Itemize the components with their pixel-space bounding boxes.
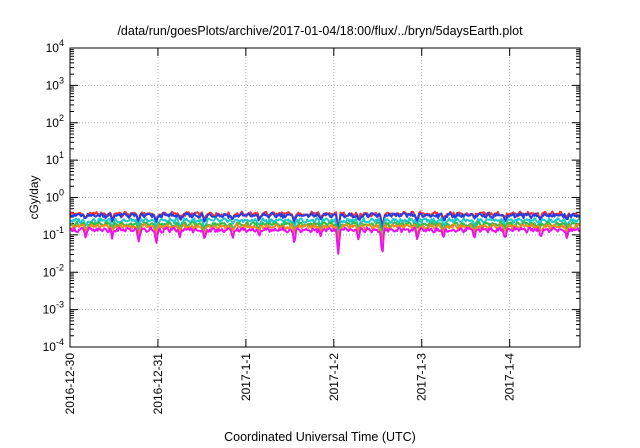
- series-line: [69, 223, 581, 242]
- y-tick-label: 104: [46, 38, 64, 55]
- y-tick-label: 100: [46, 188, 64, 205]
- x-tick-label: 2016-12-30: [63, 353, 77, 415]
- y-tick-label: 10-2: [43, 262, 64, 279]
- series-line: [69, 217, 581, 239]
- y-tick-label: 102: [46, 113, 64, 130]
- series-line: [70, 226, 581, 255]
- y-tick-label: 103: [46, 75, 64, 92]
- x-axis-label: Coordinated Universal Time (UTC): [224, 430, 416, 444]
- x-tick-label: 2017-1-1: [239, 353, 253, 401]
- y-tick-label: 10-1: [43, 225, 64, 242]
- x-tick-label: 2016-12-31: [151, 353, 165, 415]
- y-tick-label: 101: [46, 150, 64, 167]
- chart-title: /data/run/goesPlots/archive/2017-01-04/1…: [117, 24, 523, 38]
- series-line: [69, 211, 580, 234]
- y-axis-label: cGy/day: [27, 175, 41, 219]
- x-tick-label: 2017-1-2: [327, 353, 341, 401]
- y-tick-label: 10-4: [43, 337, 64, 354]
- y-tick-label: 10-3: [43, 300, 64, 317]
- x-tick-label: 2017-1-4: [503, 353, 517, 401]
- plot-frame: [69, 47, 581, 348]
- x-tick-label: 2017-1-3: [415, 353, 429, 401]
